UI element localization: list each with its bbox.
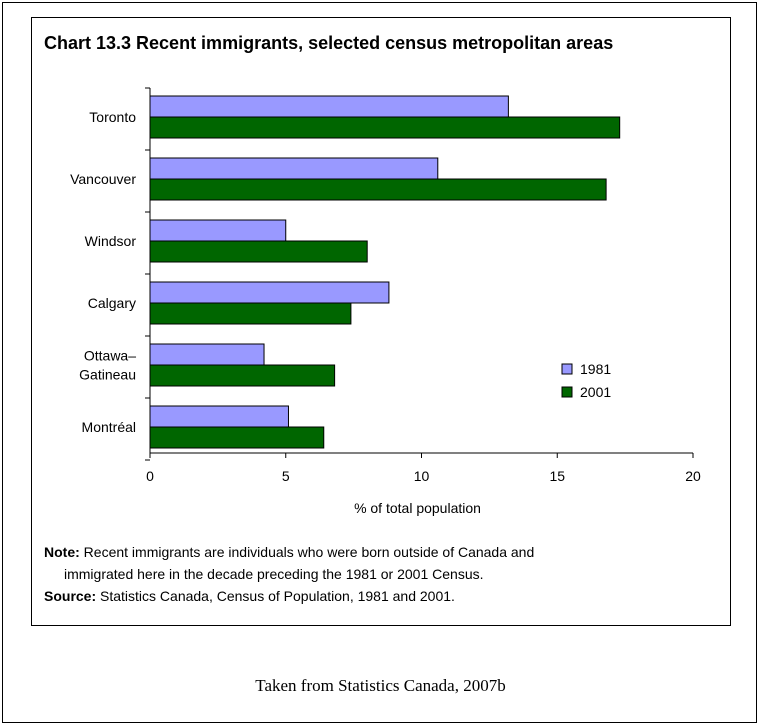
bar-1981-0 [149,95,509,118]
category-label: Toronto [89,109,136,125]
source-text: Statistics Canada, Census of Population,… [100,588,455,604]
x-tick-label: 5 [282,468,290,484]
note-text-line1: Recent immigrants are individuals who we… [83,544,535,560]
category-label: Montréal [82,419,136,435]
legend-label-1981: 1981 [580,361,611,377]
bar-2001-2 [149,240,368,263]
bar-1981-4 [149,343,265,366]
x-tick-label: 10 [414,468,430,484]
bar-1981-1 [149,157,439,180]
category-label: Calgary [88,295,136,311]
category-label-line: Gatineau [79,367,136,383]
chart-title: Chart 13.3 Recent immigrants, selected c… [44,33,614,53]
x-tick-label: 0 [146,468,154,484]
category-label-line: Windsor [85,233,137,249]
notes-block: Note: Recent immigrants are individuals … [44,541,724,607]
bar-2001-0 [149,116,621,139]
legend-label-2001: 2001 [580,384,611,400]
bar-2001-3 [149,302,352,325]
category-label-line: Vancouver [70,171,136,187]
x-axis-title: % of total population [354,500,481,516]
x-tick-label: 20 [685,468,701,484]
category-label-line: Toronto [89,109,136,125]
category-label-line: Calgary [88,295,136,311]
bar-2001-1 [149,178,607,201]
source-label: Source: [44,588,97,604]
legend-swatch-1981 [561,363,573,375]
category-label: Ottawa– Gatineau [79,348,136,383]
note-row: Note: Recent immigrants are individuals … [44,541,724,563]
bar-2001-5 [149,426,325,449]
figure-caption: Taken from Statistics Canada, 2007b [255,676,506,695]
bar-1981-5 [149,405,289,428]
bar-1981-2 [149,219,287,242]
x-tick-label: 15 [549,468,565,484]
legend-swatch-2001 [561,386,573,398]
category-label: Windsor [85,233,137,249]
note-label: Note: [44,544,80,560]
bar-2001-4 [149,364,336,387]
bar-1981-3 [149,281,390,304]
category-label-line: Montréal [82,419,136,435]
category-label-line: Ottawa– [84,348,136,364]
category-label: Vancouver [70,171,136,187]
source-row: Source: Statistics Canada, Census of Pop… [44,585,724,607]
note-text-line2: immigrated here in the decade preceding … [64,566,484,582]
